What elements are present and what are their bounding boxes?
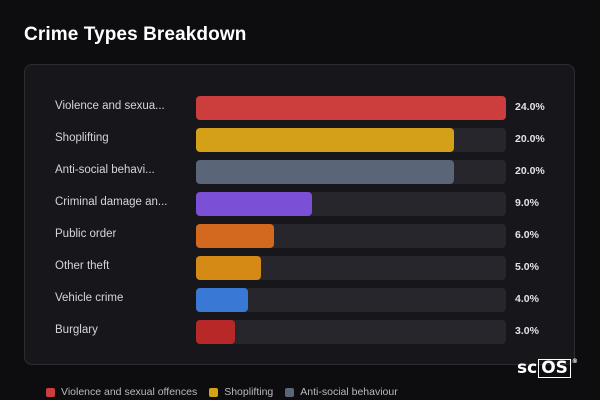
bar-row: Anti-social behavi... 20.0% <box>25 160 576 184</box>
value-label: 24.0% <box>515 101 545 113</box>
legend-item: Violence and sexual offences <box>46 386 197 398</box>
category-label: Vehicle crime <box>55 292 124 304</box>
legend-label: Violence and sexual offences <box>61 386 198 398</box>
logo-boxed-text: OS <box>538 358 571 378</box>
bar <box>196 224 274 248</box>
bar-track <box>196 288 506 312</box>
legend-item: Anti-social behaviour <box>285 386 398 398</box>
chart-panel: Violence and sexua... 24.0% Shoplifting 20.… <box>24 64 575 365</box>
scos-logo: sc OS ® <box>517 358 578 378</box>
category-label: Violence and sexua... <box>55 100 165 112</box>
legend-swatch <box>285 387 295 397</box>
bar <box>196 256 261 280</box>
bar-row: Criminal damage an... 9.0% <box>25 192 576 216</box>
bar-row: Public order 6.0% <box>25 224 576 248</box>
legend-swatch <box>46 387 55 397</box>
bar-track <box>196 320 506 344</box>
value-label: 20.0% <box>515 133 545 145</box>
bar <box>196 320 235 344</box>
bar <box>196 288 248 312</box>
bar-row: Burglary 3.0% <box>25 320 576 344</box>
value-label: 6.0% <box>515 229 539 241</box>
bar-track <box>196 256 506 280</box>
legend-swatch <box>209 387 219 397</box>
bar <box>196 160 454 184</box>
value-label: 5.0% <box>515 261 539 273</box>
bar <box>196 96 506 120</box>
legend-label: Shoplifting <box>224 386 274 398</box>
bar-row: Violence and sexua... 24.0% <box>25 96 576 120</box>
category-label: Anti-social behavi... <box>55 164 155 176</box>
chart-legend: Violence and sexual offences Shoplifting A… <box>46 386 398 398</box>
bar <box>196 192 312 216</box>
value-label: 3.0% <box>515 325 539 337</box>
value-label: 20.0% <box>515 165 545 177</box>
bar-track <box>196 128 506 152</box>
bar-track <box>196 160 506 184</box>
logo-prefix: sc <box>517 358 538 378</box>
bar <box>196 128 454 152</box>
category-label: Burglary <box>55 324 98 336</box>
bar-row: Shoplifting 20.0% <box>25 128 576 152</box>
chart-title: Crime Types Breakdown <box>24 24 247 45</box>
legend-item: Shoplifting <box>209 386 273 398</box>
bar-track <box>196 224 506 248</box>
value-label: 4.0% <box>515 293 539 305</box>
bar-track <box>196 192 506 216</box>
category-label: Public order <box>55 228 117 240</box>
logo-registered-mark: ® <box>571 358 578 365</box>
bar-row: Vehicle crime 4.0% <box>25 288 576 312</box>
bar-track <box>196 96 506 120</box>
category-label: Criminal damage an... <box>55 196 168 208</box>
category-label: Shoplifting <box>55 132 109 144</box>
category-label: Other theft <box>55 260 110 272</box>
value-label: 9.0% <box>515 197 539 209</box>
legend-label: Anti-social behaviour <box>300 386 398 398</box>
bar-row: Other theft 5.0% <box>25 256 576 280</box>
